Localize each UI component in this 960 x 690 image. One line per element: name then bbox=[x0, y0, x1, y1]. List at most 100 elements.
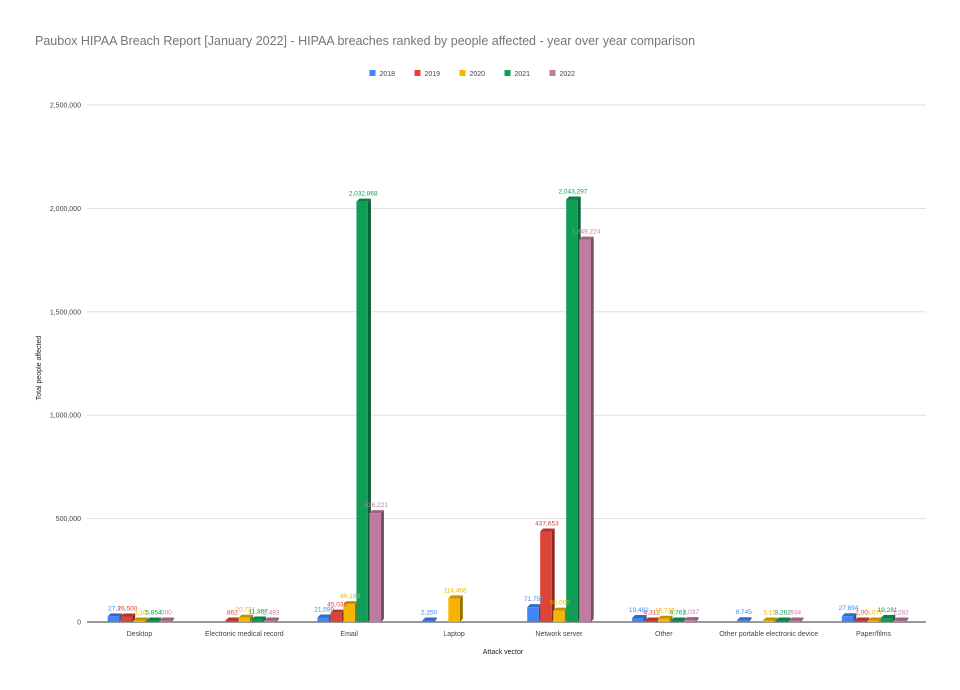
bar-top bbox=[566, 196, 581, 200]
bar-side bbox=[800, 617, 804, 622]
bar-side bbox=[774, 617, 778, 622]
data-label: 27,894 bbox=[839, 605, 859, 612]
bar-side bbox=[853, 613, 857, 622]
data-label: 1,849,224 bbox=[571, 229, 600, 236]
bar bbox=[684, 620, 696, 622]
data-label: 9,037 bbox=[683, 609, 700, 616]
bar bbox=[146, 620, 159, 622]
legend-label: 2018 bbox=[380, 71, 396, 78]
x-tick-label: Email bbox=[340, 631, 358, 638]
bar bbox=[317, 617, 329, 622]
legend: 2018 2019 2020 2021 2022 bbox=[369, 70, 576, 78]
bar bbox=[566, 199, 578, 623]
bar-side bbox=[380, 510, 384, 622]
bar-side bbox=[551, 528, 555, 622]
bar-top bbox=[343, 601, 358, 605]
bar-top bbox=[369, 510, 384, 514]
legend-label: 2022 bbox=[560, 71, 576, 78]
y-tick-label: 1,000,000 bbox=[50, 413, 81, 420]
x-tick-label: Electronic medical record bbox=[205, 631, 284, 638]
bar bbox=[880, 618, 893, 622]
bar-top bbox=[251, 616, 267, 620]
bar bbox=[788, 620, 801, 622]
bar-top bbox=[658, 615, 673, 619]
bar bbox=[671, 620, 683, 622]
bar-top bbox=[553, 607, 568, 611]
data-label: 1,282 bbox=[892, 610, 909, 617]
y-tick-label: 500,000 bbox=[56, 516, 81, 523]
bar-top bbox=[422, 617, 437, 621]
bar bbox=[579, 239, 591, 622]
bar bbox=[251, 619, 264, 622]
bar-side bbox=[171, 617, 175, 622]
bar-top bbox=[448, 595, 463, 599]
bar-side bbox=[748, 617, 752, 622]
bar-side bbox=[787, 617, 791, 622]
bar-top bbox=[775, 617, 791, 621]
bar-side bbox=[263, 616, 267, 622]
bar-top bbox=[317, 614, 332, 618]
data-label: 2,00 bbox=[855, 610, 868, 617]
bar-side bbox=[905, 617, 909, 622]
bar bbox=[867, 620, 880, 622]
legend-swatch bbox=[369, 70, 376, 76]
bar-side bbox=[145, 617, 149, 622]
bar bbox=[540, 531, 552, 622]
bar-top bbox=[867, 617, 883, 621]
bar bbox=[133, 620, 146, 622]
bar bbox=[893, 620, 906, 622]
bar-top bbox=[107, 613, 123, 617]
data-label: 4,312 bbox=[644, 610, 661, 617]
bar bbox=[632, 617, 644, 622]
legend-label: 2021 bbox=[515, 71, 531, 78]
x-axis-title: Attack vector bbox=[483, 649, 524, 656]
data-label: 45,036 bbox=[327, 602, 347, 609]
y-tick-label: 1,500,000 bbox=[50, 309, 81, 316]
bar bbox=[658, 618, 670, 622]
data-label: 55,000 bbox=[550, 600, 570, 607]
data-label: 500 bbox=[161, 610, 172, 617]
bar bbox=[854, 620, 867, 622]
bar bbox=[527, 607, 539, 622]
legend-swatch bbox=[414, 70, 421, 76]
bar bbox=[553, 610, 565, 622]
data-label: 437,653 bbox=[535, 520, 559, 527]
bar-top bbox=[893, 617, 909, 621]
data-label: 19,482 bbox=[629, 607, 649, 614]
bar-top bbox=[146, 617, 162, 621]
bar bbox=[736, 620, 749, 622]
bar-top bbox=[671, 617, 686, 621]
bar bbox=[775, 620, 788, 622]
bar-side bbox=[669, 615, 673, 622]
legend-label: 2020 bbox=[470, 71, 486, 78]
bar-side bbox=[892, 615, 896, 622]
bar-top bbox=[736, 617, 752, 621]
bar-top bbox=[264, 617, 280, 621]
bar-top bbox=[854, 617, 870, 621]
bar-top bbox=[527, 604, 542, 608]
data-label: 11,867 bbox=[249, 609, 269, 616]
bar bbox=[225, 620, 238, 622]
data-label: 86,183 bbox=[340, 593, 360, 600]
bar-top bbox=[159, 617, 175, 621]
bar-top bbox=[120, 613, 136, 617]
bar-top bbox=[540, 528, 555, 532]
data-label: 15,736 bbox=[655, 608, 675, 615]
bar-side bbox=[590, 236, 594, 622]
x-tick-label: Laptop bbox=[443, 631, 465, 638]
data-label: 5,077 bbox=[866, 610, 883, 617]
bar-top bbox=[225, 617, 241, 621]
bar-top bbox=[330, 609, 345, 613]
data-label: 2,032,868 bbox=[349, 191, 378, 198]
bar-top bbox=[356, 198, 371, 202]
bar bbox=[238, 617, 251, 622]
bar-side bbox=[866, 617, 870, 622]
y-axis-title: Total people affected bbox=[36, 336, 43, 401]
x-tick-label: Desktop bbox=[127, 631, 153, 638]
x-tick-label: Other bbox=[655, 631, 673, 638]
data-label: 20,721 bbox=[235, 607, 255, 614]
data-label: 114,466 bbox=[444, 587, 467, 594]
data-label: 2,250 bbox=[421, 610, 438, 617]
bar-side bbox=[643, 614, 647, 622]
